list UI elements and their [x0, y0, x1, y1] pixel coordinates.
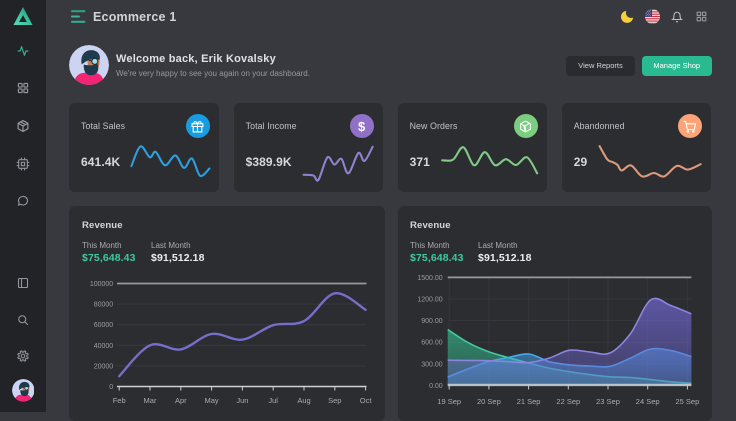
svg-text:60000: 60000: [94, 322, 114, 329]
svg-text:21 Sep: 21 Sep: [517, 397, 541, 406]
svg-text:20 Sep: 20 Sep: [477, 397, 501, 406]
svg-text:Oct: Oct: [360, 396, 373, 405]
svg-text:May: May: [205, 396, 219, 405]
svg-text:Jul: Jul: [268, 396, 278, 405]
svg-text:Feb: Feb: [113, 396, 126, 405]
svg-text:24 Sep: 24 Sep: [636, 397, 660, 406]
svg-text:22 Sep: 22 Sep: [556, 397, 580, 406]
svg-text:100000: 100000: [90, 281, 113, 288]
svg-text:0.00: 0.00: [429, 382, 443, 389]
svg-text:23 Sep: 23 Sep: [596, 397, 620, 406]
svg-text:20000: 20000: [94, 363, 114, 370]
svg-text:Aug: Aug: [297, 396, 310, 405]
svg-text:600.00: 600.00: [421, 339, 443, 346]
svg-text:900.00: 900.00: [421, 318, 443, 325]
svg-text:1500.00: 1500.00: [417, 274, 442, 281]
svg-text:40000: 40000: [94, 342, 114, 349]
svg-text:Apr: Apr: [175, 396, 187, 405]
svg-text:300.00: 300.00: [421, 361, 443, 368]
svg-text:1200.00: 1200.00: [417, 296, 442, 303]
svg-text:Jun: Jun: [236, 396, 248, 405]
svg-text:Mar: Mar: [144, 396, 157, 405]
svg-text:0: 0: [109, 384, 113, 391]
svg-text:80000: 80000: [94, 301, 114, 308]
svg-text:25 Sep: 25 Sep: [676, 397, 700, 406]
svg-text:19 Sep: 19 Sep: [437, 397, 461, 406]
svg-text:Sep: Sep: [328, 396, 341, 405]
